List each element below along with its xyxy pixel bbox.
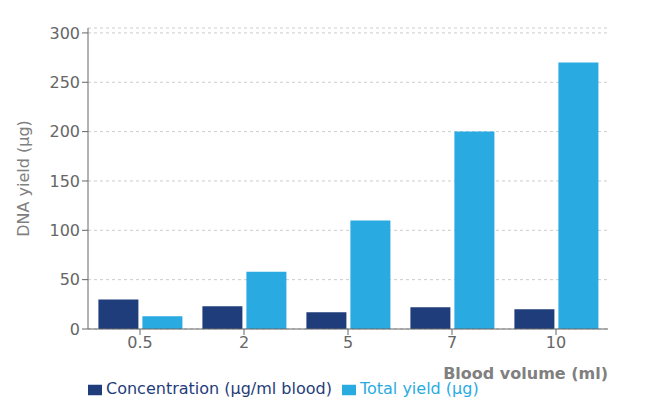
svg-text:2: 2 [239,333,249,352]
svg-text:DNA yield (µg): DNA yield (µg) [14,120,33,237]
svg-text:0.5: 0.5 [127,333,152,352]
html-text:Concentration (µg/ml blood): Concentration (µg/ml blood) [106,379,332,398]
svg-text:7: 7 [447,333,457,352]
svg-text:150: 150 [49,172,80,191]
svg-text:100: 100 [49,221,80,240]
svg-text:250: 250 [49,73,80,92]
svg-text:200: 200 [49,122,80,141]
html-text:Total yield (µg): Total yield (µg) [359,379,479,398]
svg-text:300: 300 [49,24,80,43]
svg-text:10: 10 [546,333,566,352]
svg-text:50: 50 [60,270,80,289]
svg-text:0: 0 [70,320,80,339]
svg-text:Blood volume (ml): Blood volume (ml) [443,364,608,383]
svg-text:5: 5 [343,333,353,352]
